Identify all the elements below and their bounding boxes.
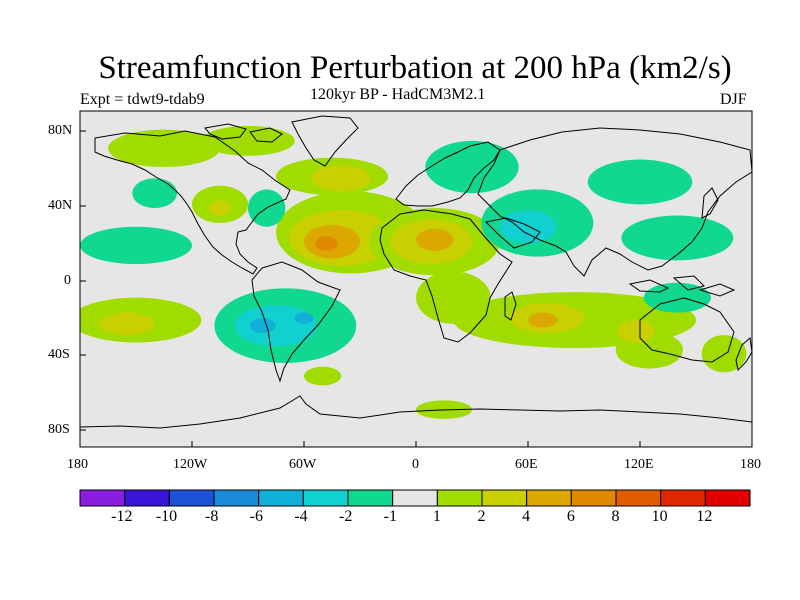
lat-label-40s: 40S	[48, 347, 70, 362]
colorbar-label-1: -10	[155, 508, 178, 525]
lon-label-120e: 120E	[624, 457, 654, 472]
colorbar-box-0	[79, 489, 126, 507]
coastline-madagascar	[504, 291, 517, 321]
coastline-japan	[701, 187, 719, 219]
coastline-arctic-islands	[204, 123, 283, 143]
coastline-arabia	[484, 217, 541, 249]
field-region-tropical-pacific	[80, 226, 192, 265]
colorbar-label-13: 12	[696, 508, 713, 525]
coastlines	[80, 115, 752, 429]
coastline-europe	[395, 141, 501, 207]
coastline-asia	[477, 127, 752, 277]
field-region-east-pacific-north-core	[208, 200, 232, 216]
season-label: DJF	[720, 91, 747, 108]
coastline-new-zealand	[735, 337, 752, 372]
colorbar-label-6: -1	[383, 508, 397, 525]
field-region-australia-core	[617, 320, 655, 343]
coastline-antarctica	[80, 395, 752, 429]
coastline-greenland	[291, 115, 359, 167]
field-region-south-indian-core	[528, 312, 558, 328]
lat-label-40n: 40N	[48, 198, 73, 213]
field-region-new-zealand	[701, 335, 747, 373]
colorbar-label-2: -8	[205, 508, 219, 525]
coastline-north-america	[94, 130, 291, 275]
field-region-arctic-north-america-2	[201, 125, 295, 156]
colorbar-box-14	[704, 489, 751, 507]
colorbar-label-5: -2	[339, 508, 353, 525]
colorbar-box-10	[526, 489, 572, 507]
colorbar-label-3: -6	[249, 508, 263, 525]
colorbar-label-12: 10	[651, 508, 668, 525]
colorbar-box-12	[615, 489, 662, 507]
field-region-scandinavia	[425, 140, 519, 194]
colorbar-box-11	[570, 489, 617, 507]
field-region-north-africa-core	[416, 228, 454, 251]
colorbar-box-5	[302, 489, 349, 507]
field-region-siberia	[587, 159, 693, 205]
field-region-south-atlantic-south	[304, 366, 342, 386]
field-region-arctic-north-america	[108, 129, 220, 167]
lat-label-80n: 80N	[48, 123, 73, 138]
colorbar-label-8: 2	[477, 508, 486, 525]
experiment-label: Expt = tdwt9-tdab9	[80, 91, 205, 108]
lat-label-0: 0	[64, 273, 71, 288]
colorbar-box-6	[347, 489, 394, 507]
field-region-east-asia	[621, 215, 734, 261]
lat-label-80s: 80S	[48, 422, 70, 437]
coastline-africa	[379, 209, 513, 343]
colorbar-box-9	[481, 489, 528, 507]
coastline-australia	[639, 297, 735, 363]
field-region-south-pacific-core	[98, 312, 155, 335]
colorbar-label-11: 8	[611, 508, 620, 525]
field-region-atlantic-subtropical-core	[315, 236, 338, 252]
colorbar-label-0: -12	[111, 508, 133, 525]
colorbar-box-13	[660, 489, 706, 507]
chart-title: Streamfunction Perturbation at 200 hPa (…	[98, 50, 732, 86]
colorbar-box-4	[258, 489, 304, 507]
subtitle: 120kyr BP - HadCM3M2.1	[310, 86, 486, 103]
colorbar-label-4: -4	[294, 508, 308, 525]
field-region-south-america-core	[249, 318, 276, 334]
field-region-north-atlantic-core	[311, 165, 372, 192]
lon-label-120w: 120W	[173, 457, 208, 472]
tick-marks	[80, 130, 641, 447]
field-region-pacific-northwest	[132, 178, 178, 209]
colorbar-label-10: 6	[566, 508, 575, 525]
field-region-middle-east-asia-core	[500, 209, 556, 244]
lon-label-180e: 180	[740, 457, 761, 472]
field-region-south-america-core-2	[294, 312, 314, 324]
lon-label-60e: 60E	[515, 457, 538, 472]
lon-label-0: 0	[412, 457, 419, 472]
coastline-indonesia	[628, 275, 736, 297]
colorbar-box-3	[213, 489, 260, 507]
colorbar-box-8	[436, 489, 483, 507]
colorbar-box-2	[168, 489, 215, 507]
colorbar-box-7	[392, 489, 438, 507]
coastline-south-america	[251, 261, 341, 383]
colorbar-label-7: 1	[432, 508, 441, 525]
field-region-australia-tropic	[643, 282, 711, 313]
colorbar-boxes	[79, 489, 751, 507]
field-contours	[80, 125, 747, 419]
lon-label-180w: 180	[67, 457, 88, 472]
colorbar-box-1	[124, 489, 170, 507]
colorbar-label-9: 4	[522, 508, 531, 525]
lon-label-60w: 60W	[289, 457, 317, 472]
